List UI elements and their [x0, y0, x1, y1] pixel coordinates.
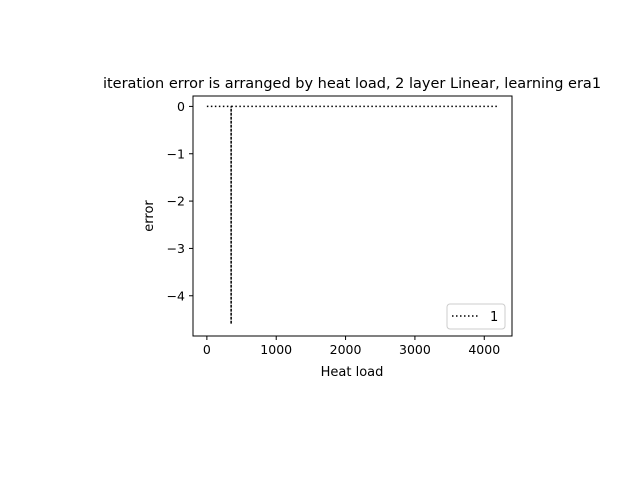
series-line-1: [206, 105, 499, 325]
y-axis-label: error: [142, 200, 157, 232]
plot-area: [192, 95, 513, 337]
x-tick-label: 4000: [468, 342, 500, 357]
x-tick-label: 1000: [260, 342, 292, 357]
y-tick-label: −2: [167, 194, 185, 209]
series-layer: [206, 105, 499, 325]
y-axis: 0 −1 −2 −3 −4: [167, 99, 193, 303]
y-tick-label: −3: [167, 241, 185, 256]
y-tick-label: 0: [177, 99, 185, 114]
legend-label-1: 1: [490, 310, 498, 325]
x-tick-label: 3000: [399, 342, 431, 357]
chart-title: iteration error is arranged by heat load…: [103, 76, 601, 92]
y-tick-label: −1: [167, 146, 185, 161]
y-tick-label: −4: [167, 288, 185, 303]
x-axis-label: Heat load: [321, 365, 384, 380]
legend: 1: [446, 303, 506, 330]
x-axis: 0 1000 2000 3000 4000: [203, 336, 500, 357]
x-tick-label: 0: [203, 342, 211, 357]
x-tick-label: 2000: [330, 342, 362, 357]
